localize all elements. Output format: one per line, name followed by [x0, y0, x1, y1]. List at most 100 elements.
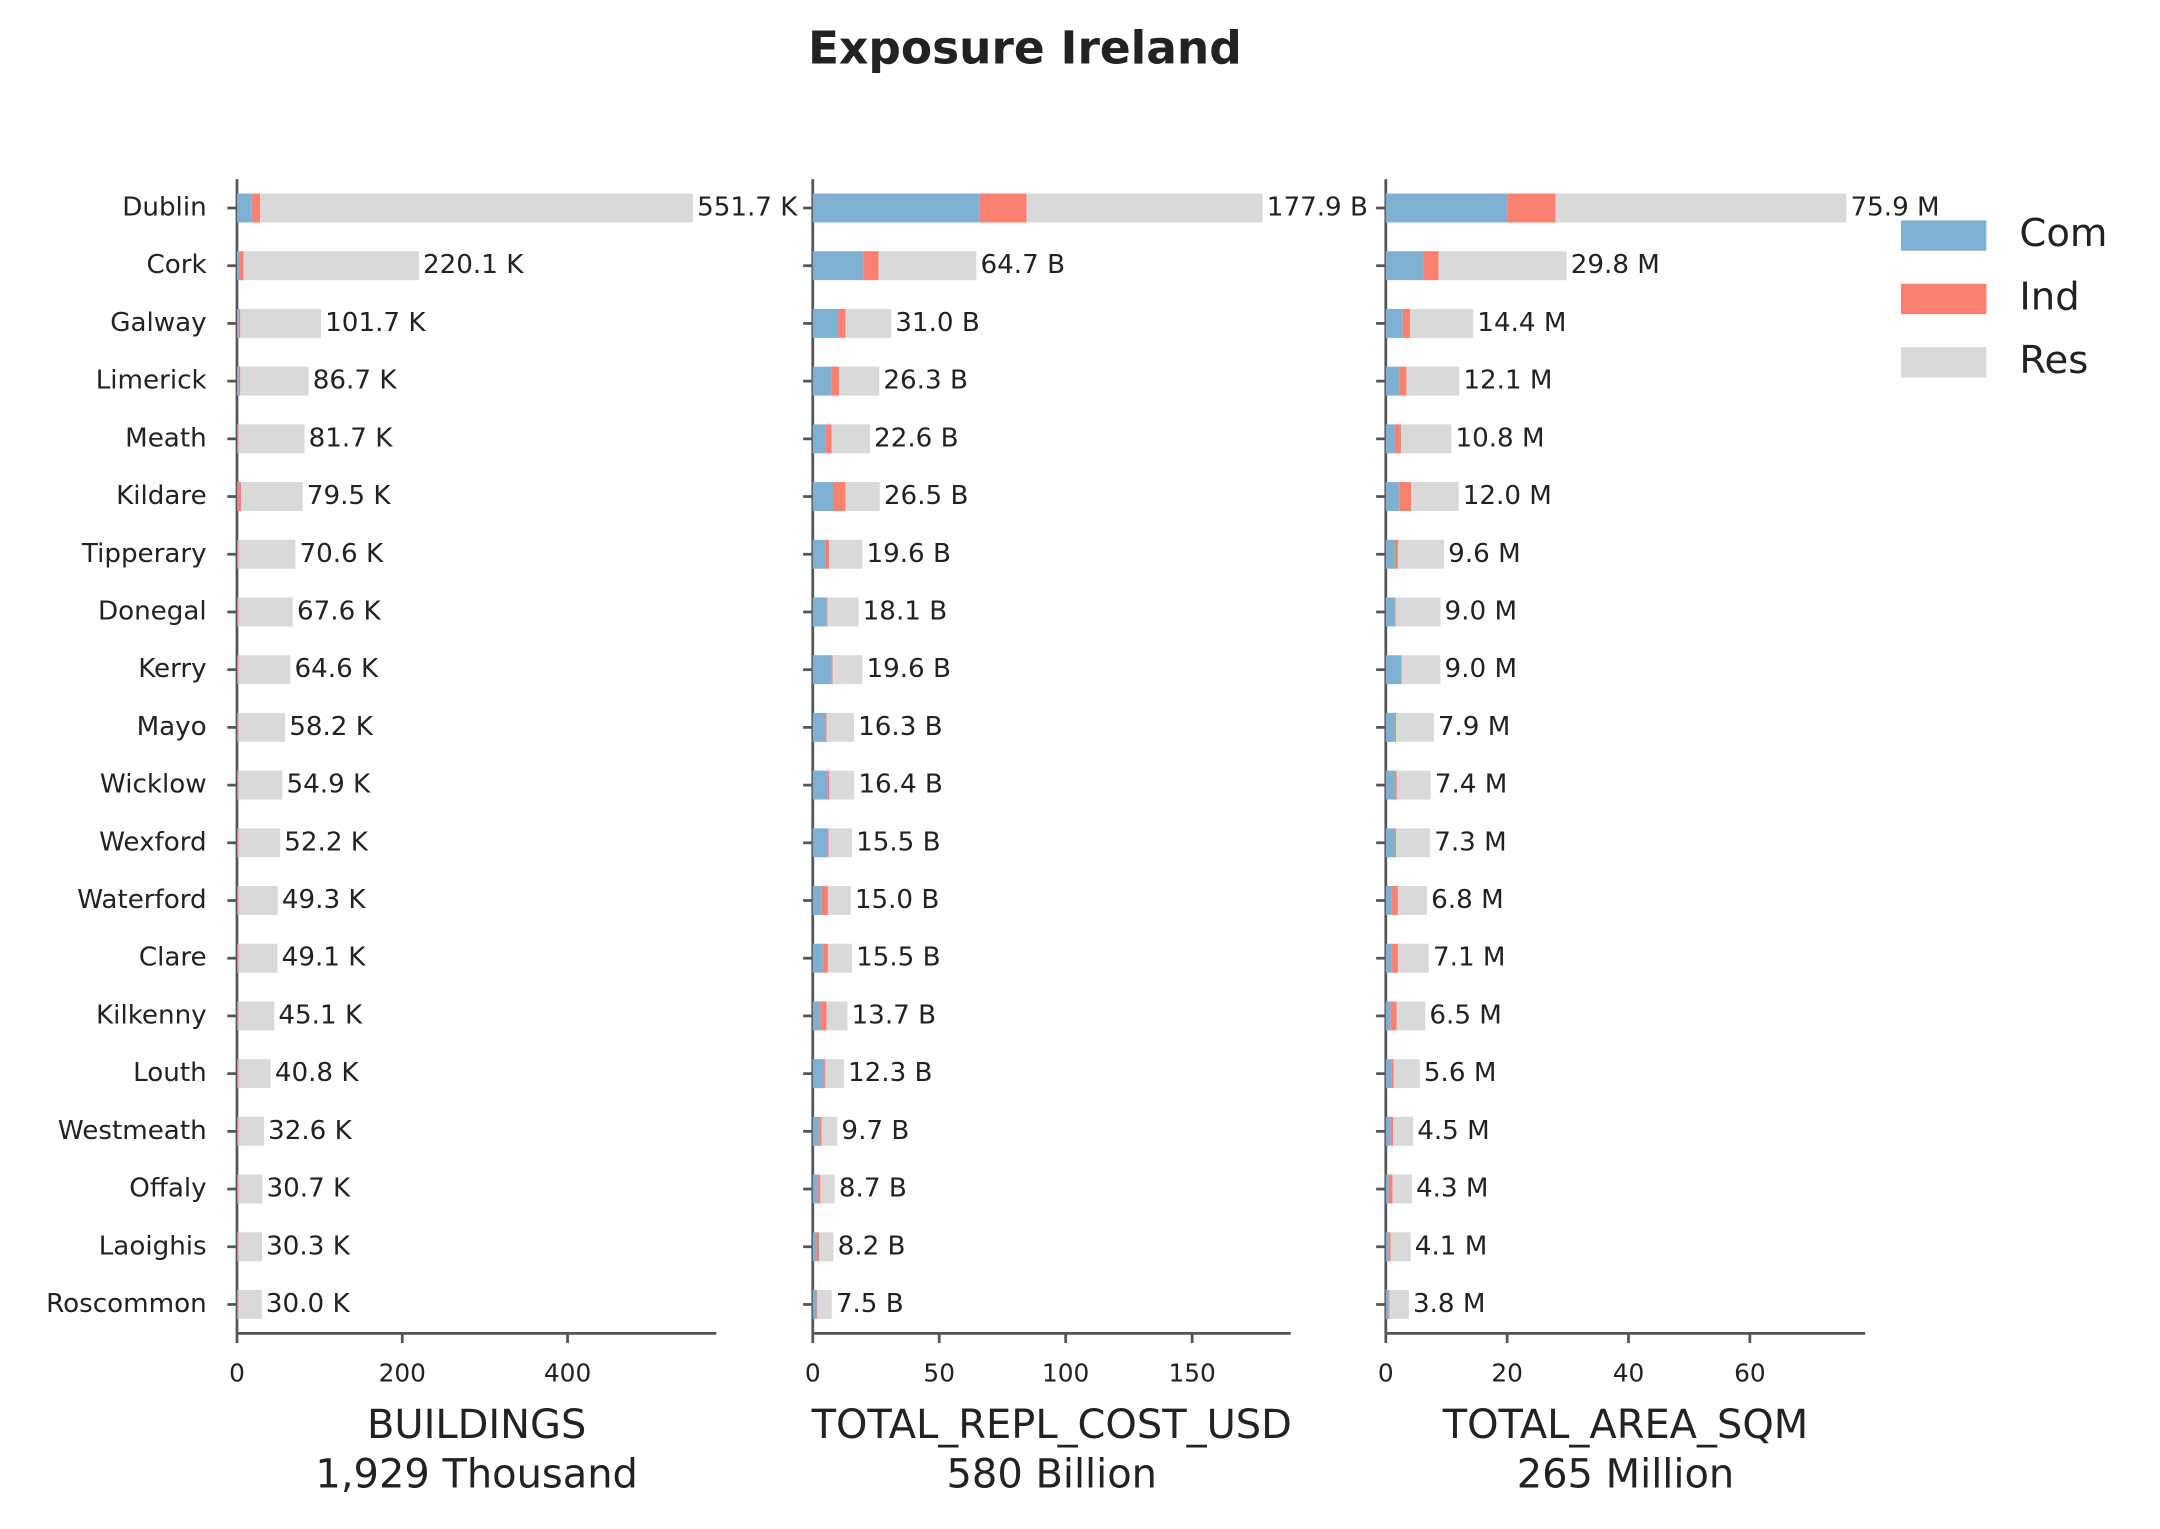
- y-tick-label: Waterford: [77, 885, 206, 915]
- bar-segment: [260, 193, 693, 223]
- bar-segment: [1390, 1232, 1411, 1262]
- bar-segment: [238, 1116, 264, 1146]
- bar-segment: [1391, 943, 1398, 973]
- x-axis-label: 580 Billion: [947, 1452, 1157, 1498]
- bar-segment: [824, 1059, 826, 1089]
- bar-segment: [816, 1290, 818, 1319]
- bar-segment: [812, 366, 832, 396]
- bar-segment: [1385, 943, 1392, 973]
- bar-segment: [1388, 1232, 1391, 1262]
- bar-segment: [1388, 1174, 1393, 1204]
- y-tick-label: Meath: [125, 423, 207, 453]
- value-label: 67.6 K: [297, 596, 382, 626]
- bar-segment: [1397, 539, 1445, 569]
- bar-segment: [238, 539, 296, 569]
- value-label: 64.7 B: [981, 250, 1065, 280]
- bar-segment: [821, 1116, 838, 1146]
- bar-segment: [1507, 193, 1556, 223]
- bar-segment: [831, 655, 833, 685]
- bar-segment: [237, 1001, 239, 1031]
- bar-segment: [237, 770, 239, 800]
- bar-segment: [878, 251, 977, 281]
- bar-segment: [828, 828, 852, 858]
- value-label: 101.7 K: [325, 308, 426, 338]
- bar-segment: [1385, 1232, 1389, 1262]
- value-label: 9.0 M: [1445, 654, 1517, 684]
- bar-segment: [812, 943, 823, 973]
- bar-segment: [826, 712, 854, 742]
- bar-segment: [1390, 1116, 1394, 1146]
- bar-segment: [237, 1059, 239, 1089]
- x-axis-label: BUILDINGS: [367, 1402, 586, 1448]
- bar-segment: [812, 1232, 817, 1262]
- bar-segment: [825, 539, 830, 569]
- bar-segment: [838, 308, 846, 338]
- value-label: 7.1 M: [1433, 943, 1505, 973]
- bar-segment: [812, 251, 864, 281]
- value-label: 5.6 M: [1424, 1058, 1496, 1088]
- bar-segment: [1392, 1174, 1412, 1204]
- bar-segment: [236, 482, 238, 512]
- x-tick-label: 200: [379, 1359, 426, 1388]
- bar-segment: [237, 482, 242, 512]
- bar-segment: [236, 424, 238, 454]
- bar-segment: [1385, 770, 1395, 800]
- value-label: 26.3 B: [883, 366, 967, 396]
- legend-swatch: [1900, 283, 1987, 315]
- bar-segment: [1385, 251, 1424, 281]
- bar-segment: [845, 308, 892, 338]
- bar-segment: [251, 193, 261, 223]
- bar-segment: [825, 424, 832, 454]
- bar-segment: [1406, 366, 1460, 396]
- value-label: 49.3 K: [282, 885, 367, 915]
- value-label: 40.8 K: [275, 1058, 360, 1088]
- bar-segment: [825, 1059, 844, 1089]
- bar-segment: [237, 539, 239, 569]
- bar-segment: [1394, 424, 1401, 454]
- value-label: 52.2 K: [284, 827, 369, 857]
- x-tick-label: 0: [1378, 1359, 1394, 1388]
- y-tick-label: Offaly: [129, 1174, 206, 1204]
- x-tick-label: 0: [229, 1359, 245, 1388]
- bar-segment: [812, 1290, 817, 1319]
- bar-segment: [827, 943, 852, 973]
- legend-swatch: [1900, 347, 1987, 378]
- bar-segment: [236, 308, 239, 338]
- bar-segment: [1438, 251, 1567, 281]
- bar-segment: [820, 1174, 835, 1204]
- bar-segment: [817, 1174, 821, 1204]
- x-tick-label: 20: [1491, 1359, 1523, 1388]
- bar-segment: [236, 1059, 238, 1089]
- bar-segment: [1394, 828, 1397, 858]
- bar-segment: [1385, 1001, 1391, 1031]
- bar-segment: [237, 828, 239, 858]
- value-label: 4.5 M: [1417, 1116, 1489, 1146]
- legend-label: Res: [2019, 338, 2088, 383]
- value-label: 8.7 B: [839, 1174, 907, 1204]
- bar-segment: [238, 308, 241, 338]
- bar-segment: [812, 770, 828, 800]
- value-label: 19.6 B: [866, 539, 950, 569]
- bar-segment: [820, 1001, 827, 1031]
- bar-segment: [839, 366, 880, 396]
- bar-segment: [829, 539, 863, 569]
- bar-segment: [819, 1116, 822, 1146]
- bar-segment: [1396, 712, 1434, 742]
- y-tick-label: Kildare: [116, 481, 207, 511]
- bar-segment: [238, 1174, 263, 1204]
- value-label: 54.9 K: [286, 770, 371, 800]
- bar-segment: [1385, 1290, 1389, 1319]
- bar-segment: [1391, 886, 1398, 915]
- value-label: 64.6 K: [295, 654, 380, 684]
- y-tick-label: Westmeath: [58, 1116, 207, 1146]
- bar-segment: [1388, 1290, 1390, 1319]
- bar-segment: [1411, 482, 1459, 512]
- bar-segment: [238, 655, 291, 685]
- bar-segment: [237, 597, 239, 627]
- bar-segment: [237, 943, 239, 973]
- y-tick-label: Wicklow: [100, 770, 207, 800]
- value-label: 10.8 M: [1455, 423, 1544, 453]
- value-label: 29.8 M: [1571, 250, 1660, 280]
- value-label: 14.4 M: [1477, 308, 1566, 338]
- value-label: 26.5 B: [884, 481, 968, 511]
